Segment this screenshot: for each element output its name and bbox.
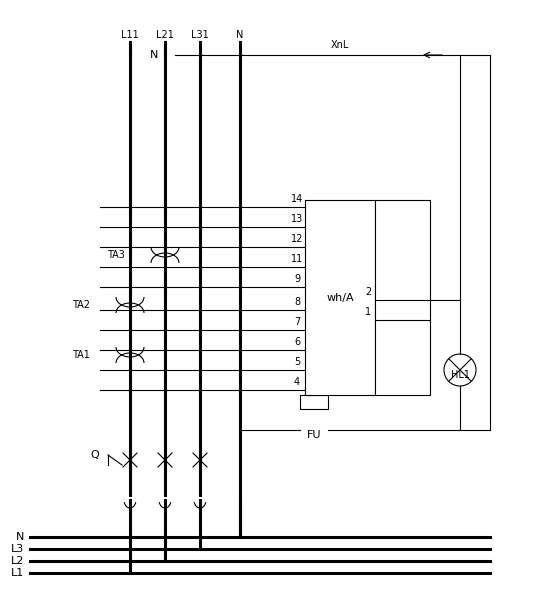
Text: TA2: TA2 xyxy=(72,300,90,310)
Text: HL1: HL1 xyxy=(450,370,470,380)
Text: TA1: TA1 xyxy=(72,350,90,360)
Text: 1: 1 xyxy=(365,307,371,317)
Text: L2: L2 xyxy=(11,556,24,566)
Text: 8: 8 xyxy=(294,297,300,307)
Text: 5: 5 xyxy=(294,357,300,367)
Text: N: N xyxy=(150,50,158,60)
Circle shape xyxy=(444,354,476,386)
Text: FU: FU xyxy=(307,430,321,440)
Text: L1: L1 xyxy=(11,568,24,578)
Text: N: N xyxy=(16,532,24,542)
Text: Q: Q xyxy=(90,450,100,460)
Bar xyxy=(305,200,375,395)
Text: N: N xyxy=(236,30,243,40)
Bar xyxy=(300,395,328,409)
Text: L21: L21 xyxy=(156,30,174,40)
Text: XnL: XnL xyxy=(331,40,349,50)
Bar xyxy=(375,200,430,395)
Text: 12: 12 xyxy=(291,234,303,244)
Text: 11: 11 xyxy=(291,254,303,264)
Text: L3: L3 xyxy=(11,544,24,554)
Text: 13: 13 xyxy=(291,214,303,224)
Text: 4: 4 xyxy=(294,377,300,387)
Text: 2: 2 xyxy=(365,287,371,297)
Text: 9: 9 xyxy=(294,274,300,284)
Text: 7: 7 xyxy=(294,317,300,327)
Text: L31: L31 xyxy=(191,30,209,40)
Text: wh/A: wh/A xyxy=(326,292,354,302)
Text: L11: L11 xyxy=(121,30,139,40)
Text: TA3: TA3 xyxy=(107,250,125,260)
Text: 14: 14 xyxy=(291,194,303,204)
Text: 6: 6 xyxy=(294,337,300,347)
